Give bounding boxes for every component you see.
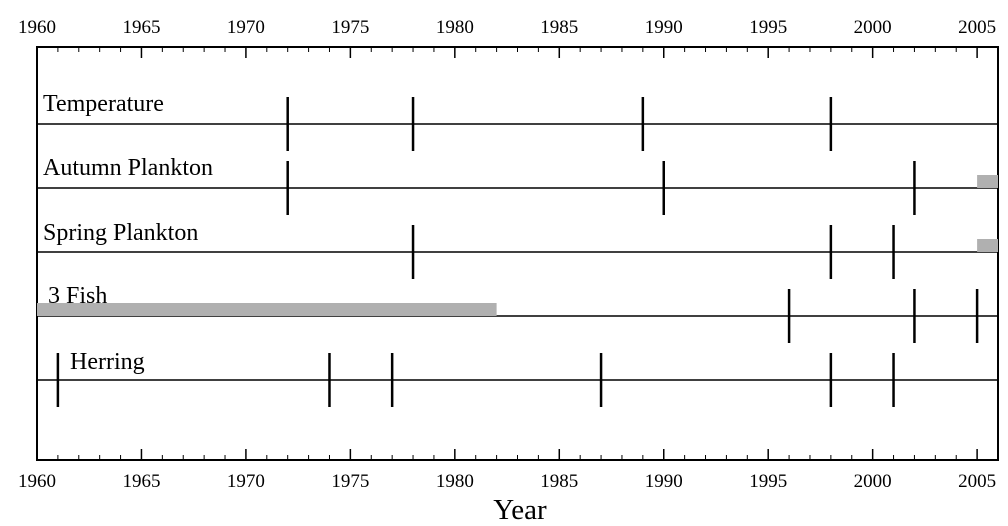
- bottom-tick-label: 1970: [227, 471, 265, 492]
- series-row: Spring Plankton: [37, 220, 998, 279]
- bottom-tick-label: 1990: [645, 471, 683, 492]
- plot-frame: [36, 46, 999, 461]
- top-tick-label: 1965: [122, 17, 160, 38]
- x-axis-title: Year: [493, 494, 547, 526]
- bottom-tick-label: 2000: [854, 471, 892, 492]
- top-tick-label: 1970: [227, 17, 265, 38]
- series-label: Temperature: [43, 91, 164, 117]
- top-tick-label: 2005: [958, 17, 996, 38]
- data-gap-bar: [977, 239, 998, 252]
- bottom-tick-label: 1965: [122, 471, 160, 492]
- top-tick-label: 1995: [749, 17, 787, 38]
- bottom-tick-label: 1985: [540, 471, 578, 492]
- series-row: 3 Fish: [37, 283, 998, 343]
- top-tick-label: 2000: [854, 17, 892, 38]
- bottom-tick-label: 1995: [749, 471, 787, 492]
- series-row: Temperature: [37, 91, 998, 151]
- series-rows: Temperature Autumn Plankton Spring Plankto…: [37, 91, 998, 407]
- top-tick-label: 1985: [540, 17, 578, 38]
- bottom-tick-label: 2005: [958, 471, 996, 492]
- series-label: Herring: [70, 349, 145, 375]
- series-label: Spring Plankton: [43, 220, 198, 246]
- top-tick-label: 1960: [18, 17, 56, 38]
- bottom-tick-label: 1960: [18, 471, 56, 492]
- axes: 1960 1960 1965 1965 1970 1970 1975 1975 1980 1980…: [18, 17, 999, 492]
- top-tick-label: 1975: [331, 17, 369, 38]
- bottom-tick-label: 1975: [331, 471, 369, 492]
- series-label: 3 Fish: [48, 283, 107, 309]
- series-label: Autumn Plankton: [43, 155, 213, 181]
- data-gap-bar: [37, 303, 497, 316]
- bottom-tick-label: 1980: [436, 471, 474, 492]
- top-tick-label: 1980: [436, 17, 474, 38]
- data-gap-bar: [977, 175, 998, 188]
- series-row: Herring: [37, 349, 998, 407]
- top-tick-label: 1990: [645, 17, 683, 38]
- series-row: Autumn Plankton: [37, 155, 998, 215]
